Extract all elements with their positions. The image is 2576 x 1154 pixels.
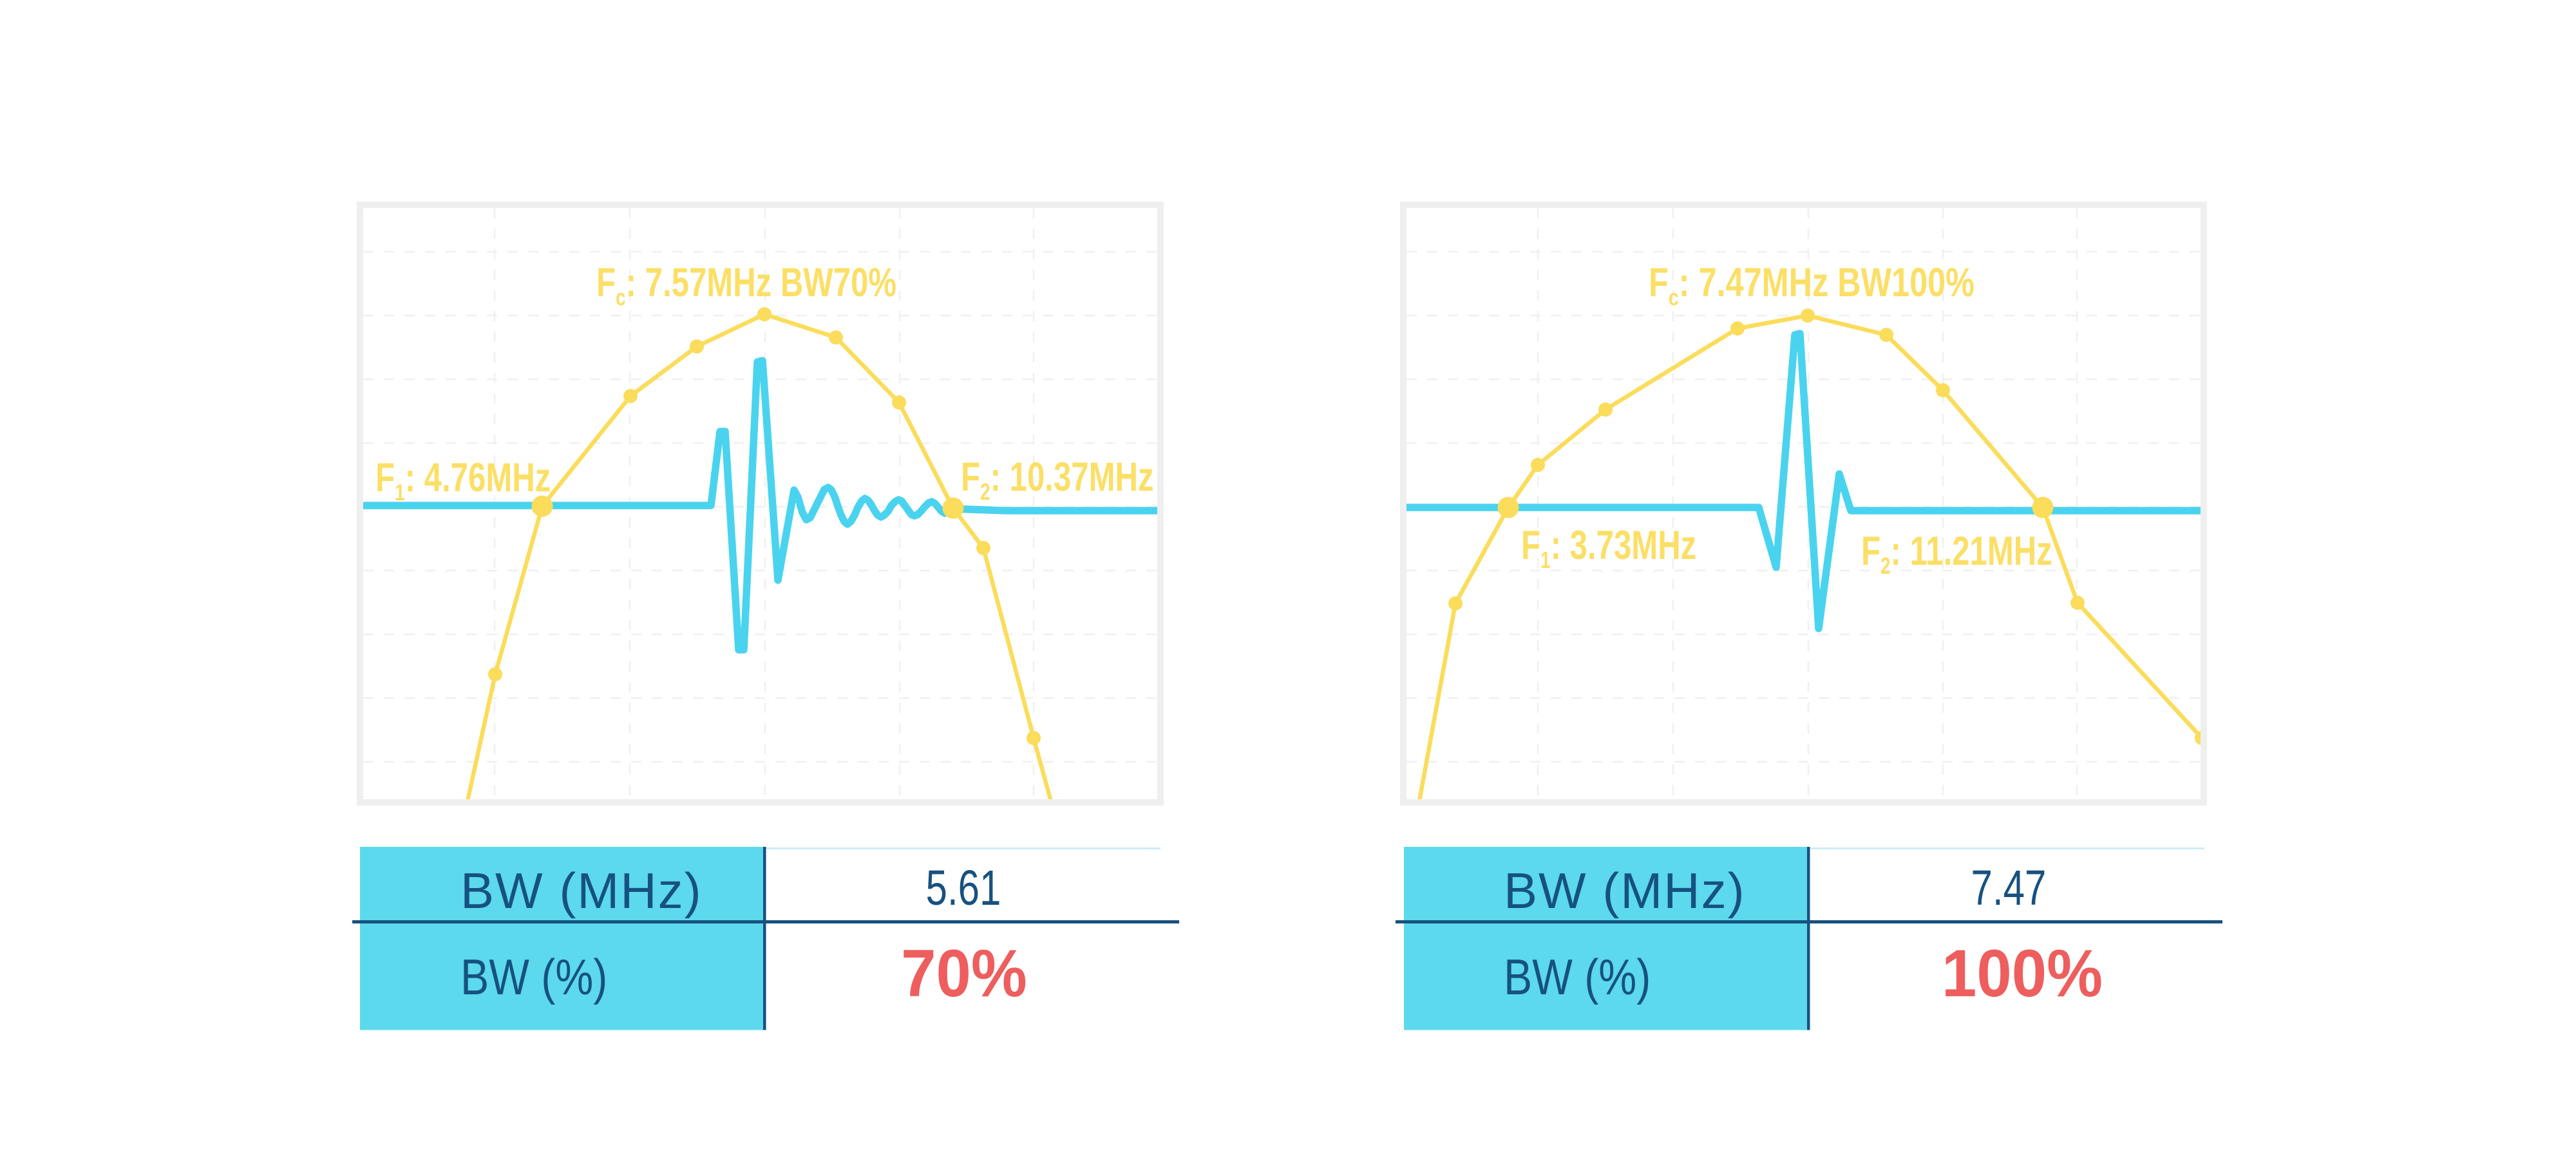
svg-text:F2: 11.21MHz: F2: 11.21MHz: [1861, 528, 2052, 579]
svg-text:5.61: 5.61: [926, 860, 1001, 916]
svg-text:F1: 4.76MHz: F1: 4.76MHz: [375, 455, 551, 506]
svg-text:F1: 3.73MHz: F1: 3.73MHz: [1521, 522, 1696, 573]
svg-text:BW (%): BW (%): [460, 949, 607, 1005]
svg-text:Fc: 7.47MHz BW100%: Fc: 7.47MHz BW100%: [1649, 260, 1975, 310]
svg-text:70%: 70%: [901, 936, 1027, 1010]
svg-text:7.47: 7.47: [1971, 860, 2047, 916]
svg-text:F2: 10.37MHz: F2: 10.37MHz: [961, 454, 1154, 505]
svg-text:BW (MHz): BW (MHz): [1504, 862, 1746, 919]
svg-text:BW (%): BW (%): [1504, 949, 1651, 1005]
svg-text:BW (MHz): BW (MHz): [460, 862, 703, 919]
svg-text:Fc: 7.57MHz BW70%: Fc: 7.57MHz BW70%: [596, 260, 896, 310]
svg-text:100%: 100%: [1942, 936, 2103, 1010]
